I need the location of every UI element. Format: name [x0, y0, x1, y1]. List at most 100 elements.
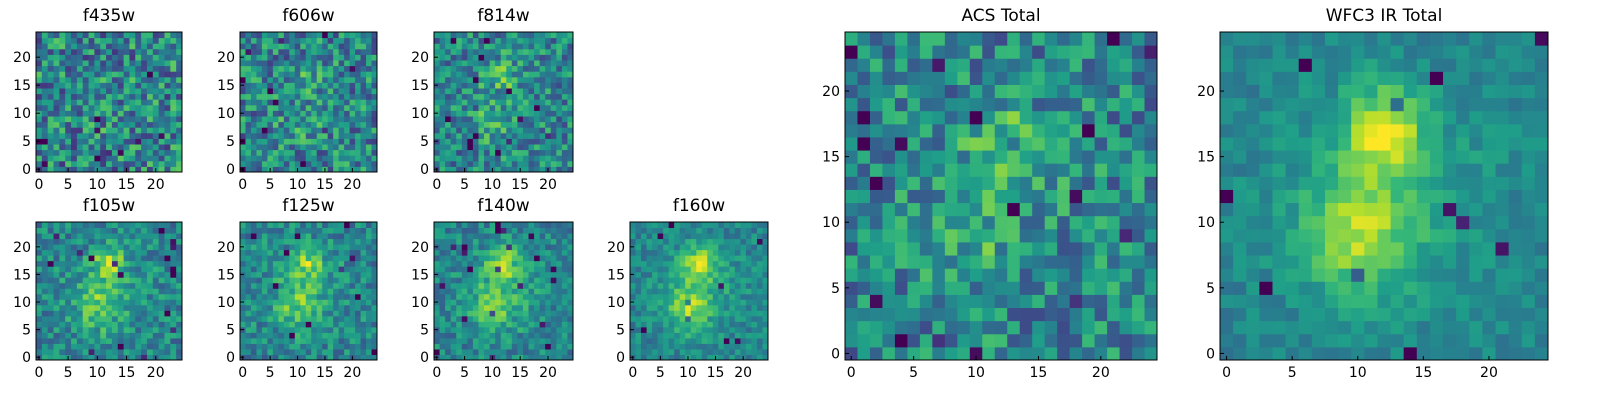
- heatmap-cell: [869, 150, 883, 164]
- heatmap-cell: [158, 222, 165, 229]
- heatmap-cell: [635, 321, 642, 328]
- heatmap-cell: [630, 288, 637, 295]
- heatmap-cell: [556, 277, 563, 284]
- heatmap-cell: [685, 299, 692, 306]
- heatmap-cell: [146, 99, 154, 106]
- heatmap-cell: [567, 116, 574, 123]
- heatmap-cell: [94, 144, 101, 151]
- heatmap-cell: [53, 37, 60, 44]
- heatmap-cell: [170, 222, 177, 229]
- heatmap-cell: [305, 238, 312, 245]
- heatmap-cell: [88, 222, 95, 229]
- heatmap-cell: [245, 321, 252, 328]
- heatmap-cell: [894, 150, 908, 164]
- heatmap-cell: [545, 271, 552, 278]
- heatmap-cell: [267, 321, 274, 328]
- heatmap-cell: [278, 266, 285, 273]
- heatmap-cell: [135, 99, 142, 106]
- heatmap-cell: [690, 222, 697, 229]
- heatmap-cell: [65, 299, 72, 306]
- heatmap-cell: [100, 104, 107, 111]
- heatmap-cell: [734, 337, 741, 344]
- heatmap-cell: [146, 304, 154, 311]
- heatmap-cell: [245, 249, 252, 256]
- heatmap-cell: [1119, 189, 1133, 204]
- heatmap-cell: [690, 321, 697, 328]
- heatmap-cell: [338, 244, 345, 251]
- heatmap-cell: [152, 288, 160, 295]
- heatmap-cell: [734, 288, 741, 295]
- heatmap-cell: [434, 104, 441, 111]
- heatmap-cell: [894, 202, 908, 217]
- heatmap-cell: [305, 127, 312, 134]
- heatmap-cell: [123, 282, 130, 289]
- heatmap-cell: [1019, 241, 1033, 256]
- heatmap-cell: [472, 249, 479, 256]
- heatmap-cell: [762, 315, 769, 322]
- heatmap-cell: [371, 110, 378, 117]
- heatmap-cell: [729, 288, 736, 295]
- heatmap-cell: [158, 227, 165, 234]
- heatmap-cell: [250, 149, 257, 156]
- heatmap-cell: [338, 127, 345, 134]
- heatmap-cell: [690, 244, 697, 251]
- heatmap-cell: [439, 337, 446, 344]
- heatmap-cell: [316, 348, 323, 355]
- heatmap-cell: [59, 244, 66, 251]
- heatmap-cell: [283, 138, 290, 145]
- heatmap-cell: [857, 136, 871, 151]
- heatmap-cell: [152, 160, 160, 167]
- heatmap-cell: [539, 110, 546, 117]
- heatmap-cell: [283, 149, 290, 156]
- heatmap-cell: [256, 282, 263, 289]
- heatmap-cell: [278, 277, 285, 284]
- heatmap-cell: [135, 104, 142, 111]
- heatmap-cell: [646, 293, 653, 300]
- heatmap-cell: [245, 238, 252, 245]
- heatmap-cell: [36, 277, 43, 284]
- heatmap-cell: [484, 54, 491, 61]
- heatmap-cell: [355, 144, 362, 151]
- heatmap-cell: [250, 104, 257, 111]
- heatmap-cell: [561, 166, 568, 173]
- heatmap-cell: [522, 76, 530, 83]
- heatmap-cell: [500, 332, 507, 339]
- heatmap-cell: [135, 293, 142, 300]
- heatmap-cell: [333, 249, 340, 256]
- heatmap-cell: [434, 321, 441, 328]
- heatmap-cell: [545, 43, 552, 50]
- heatmap-cell: [111, 93, 119, 100]
- heatmap-cell: [506, 32, 513, 39]
- heatmap-cell: [111, 293, 119, 300]
- heatmap-cell: [47, 288, 55, 295]
- heatmap-cell: [278, 293, 285, 300]
- heatmap-cell: [489, 315, 496, 322]
- heatmap-cell: [545, 121, 552, 128]
- heatmap-cell: [567, 93, 574, 100]
- heatmap-cell: [164, 71, 171, 78]
- heatmap-cell: [674, 288, 681, 295]
- heatmap-cell: [256, 310, 263, 317]
- heatmap-cell: [701, 332, 708, 339]
- heatmap-cell: [240, 227, 246, 234]
- heatmap-cell: [82, 260, 90, 267]
- heatmap-cell: [517, 99, 524, 106]
- heatmap-cell: [71, 233, 78, 240]
- heatmap-cell: [484, 104, 491, 111]
- heatmap-cell: [1032, 163, 1046, 177]
- heatmap-cell: [969, 307, 983, 322]
- heatmap-cell: [729, 348, 736, 355]
- y-tick-label: 0: [616, 350, 625, 366]
- heatmap-cell: [176, 110, 183, 117]
- heatmap-cell: [117, 116, 125, 123]
- heatmap-cell: [456, 271, 463, 278]
- heatmap-cell: [360, 54, 367, 61]
- heatmap-cell: [484, 149, 491, 156]
- heatmap-cell: [294, 149, 301, 156]
- heatmap-cell: [439, 149, 446, 156]
- heatmap-cell: [467, 343, 474, 350]
- heatmap-cell: [106, 249, 113, 256]
- heatmap-cell: [106, 132, 113, 139]
- heatmap-cell: [522, 32, 530, 39]
- heatmap-cell: [117, 238, 125, 245]
